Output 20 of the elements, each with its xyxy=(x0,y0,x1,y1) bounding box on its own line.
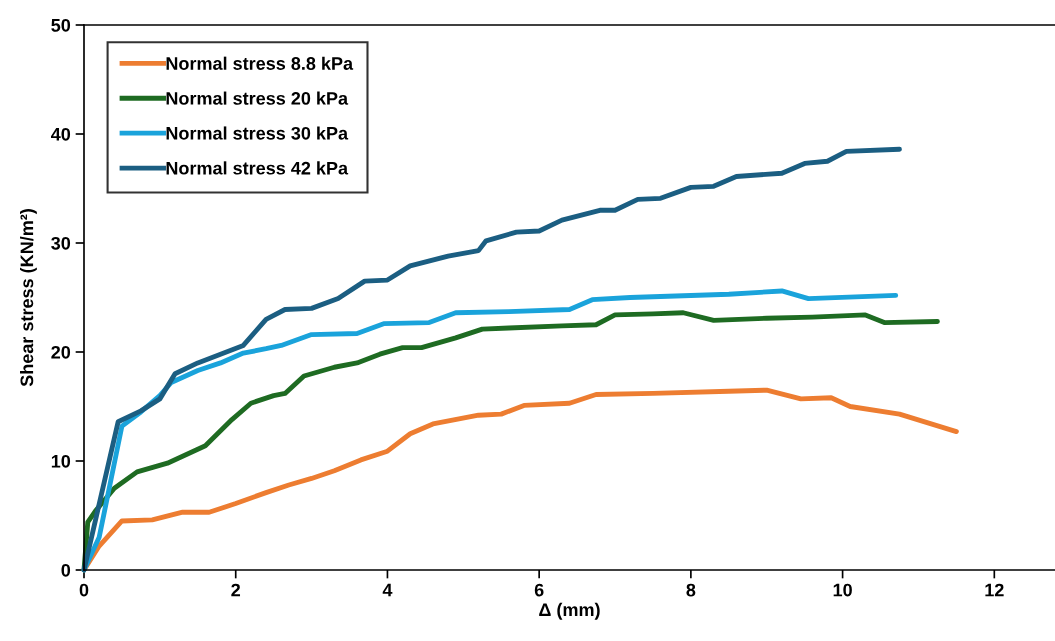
y-tick-label: 10 xyxy=(51,454,71,468)
y-tick-label: 40 xyxy=(51,127,71,141)
x-tick-label: 6 xyxy=(534,583,544,597)
x-tick-label: 10 xyxy=(833,583,852,597)
x-tick-label: 4 xyxy=(382,583,393,597)
x-tick-label: 8 xyxy=(686,583,696,597)
x-tick-label: 2 xyxy=(231,583,241,597)
line-series xyxy=(81,146,902,573)
y-tick-label: 0 xyxy=(61,563,71,577)
y-axis-title: Shear stress (KN/m²) xyxy=(20,209,37,387)
x-tick-label: 12 xyxy=(985,583,1004,597)
legend-label: Normal stress 42 kPa xyxy=(166,161,349,175)
legend-label: Normal stress 30 kPa xyxy=(166,126,349,140)
x-axis-title: Δ (mm) xyxy=(539,602,600,620)
y-tick-label: 50 xyxy=(51,18,71,32)
x-tick-label: 0 xyxy=(79,583,89,597)
y-tick-label: 30 xyxy=(51,236,71,250)
legend-label: Normal stress 8.8 kPa xyxy=(166,56,354,70)
y-tick-label: 20 xyxy=(51,345,71,359)
legend-label: Normal stress 20 kPa xyxy=(166,91,349,105)
